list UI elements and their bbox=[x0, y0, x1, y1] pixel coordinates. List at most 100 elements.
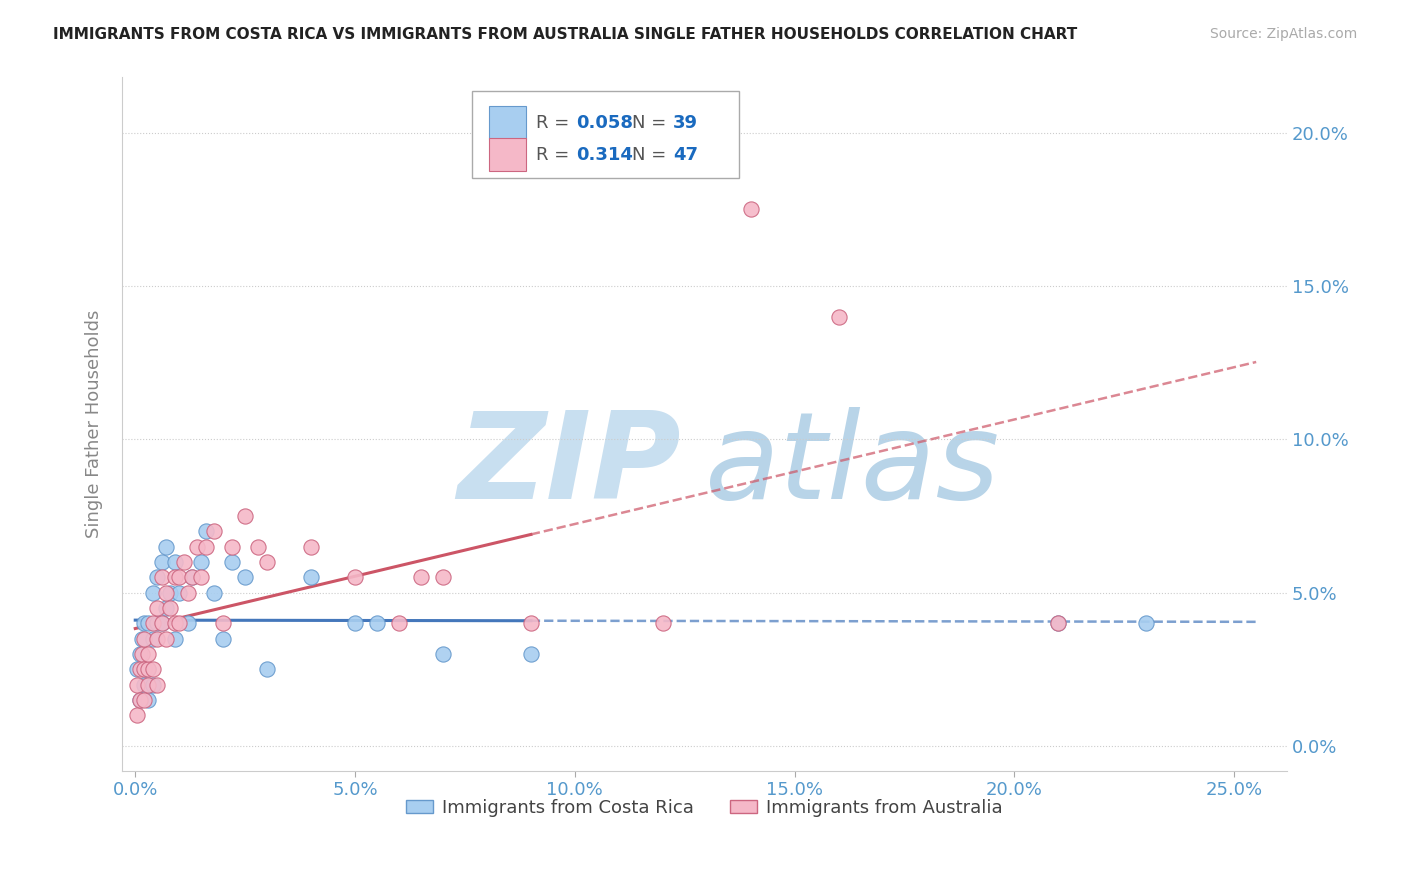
Point bbox=[138, 678, 160, 692]
Point bbox=[202, 586, 225, 600]
Point bbox=[142, 678, 165, 692]
Point bbox=[159, 601, 181, 615]
Point bbox=[146, 616, 169, 631]
Point bbox=[132, 632, 155, 646]
Text: R =: R = bbox=[536, 113, 575, 132]
Point bbox=[520, 647, 543, 661]
Point bbox=[1135, 616, 1157, 631]
Point bbox=[155, 601, 177, 615]
Text: 0.314: 0.314 bbox=[576, 145, 633, 163]
Point bbox=[142, 663, 165, 677]
Text: N =: N = bbox=[633, 145, 672, 163]
Point bbox=[233, 570, 256, 584]
Point bbox=[131, 647, 153, 661]
Point bbox=[520, 616, 543, 631]
Point bbox=[409, 570, 432, 584]
Point bbox=[146, 570, 169, 584]
Point bbox=[138, 693, 160, 707]
Point bbox=[146, 632, 169, 646]
Point bbox=[132, 678, 155, 692]
Point bbox=[181, 570, 204, 584]
Point bbox=[167, 586, 190, 600]
Point bbox=[233, 509, 256, 524]
Point bbox=[1047, 616, 1070, 631]
Point bbox=[256, 555, 278, 569]
Point bbox=[128, 647, 150, 661]
FancyBboxPatch shape bbox=[471, 91, 740, 178]
Point bbox=[344, 616, 367, 631]
Text: Source: ZipAtlas.com: Source: ZipAtlas.com bbox=[1209, 27, 1357, 41]
Point bbox=[142, 632, 165, 646]
Point bbox=[138, 663, 160, 677]
Point bbox=[150, 570, 173, 584]
Point bbox=[163, 632, 186, 646]
Point bbox=[128, 663, 150, 677]
Point bbox=[177, 586, 200, 600]
Point bbox=[388, 616, 411, 631]
Text: 47: 47 bbox=[673, 145, 697, 163]
Point bbox=[163, 616, 186, 631]
Point bbox=[202, 524, 225, 539]
Point bbox=[186, 540, 208, 554]
Point bbox=[142, 586, 165, 600]
Point bbox=[212, 632, 235, 646]
Point bbox=[128, 693, 150, 707]
Point bbox=[155, 632, 177, 646]
Point bbox=[1047, 616, 1070, 631]
Point bbox=[221, 540, 243, 554]
Point bbox=[163, 570, 186, 584]
Point bbox=[138, 663, 160, 677]
Point bbox=[132, 663, 155, 677]
Point bbox=[132, 616, 155, 631]
Point bbox=[827, 310, 849, 324]
Point bbox=[167, 616, 190, 631]
Point bbox=[155, 586, 177, 600]
Text: ZIP: ZIP bbox=[457, 407, 681, 524]
Text: N =: N = bbox=[633, 113, 672, 132]
Point bbox=[132, 663, 155, 677]
Point bbox=[163, 555, 186, 569]
Text: 0.058: 0.058 bbox=[576, 113, 633, 132]
Text: IMMIGRANTS FROM COSTA RICA VS IMMIGRANTS FROM AUSTRALIA SINGLE FATHER HOUSEHOLDS: IMMIGRANTS FROM COSTA RICA VS IMMIGRANTS… bbox=[53, 27, 1077, 42]
Legend: Immigrants from Costa Rica, Immigrants from Australia: Immigrants from Costa Rica, Immigrants f… bbox=[399, 791, 1010, 824]
Point bbox=[247, 540, 270, 554]
Text: atlas: atlas bbox=[704, 407, 1000, 524]
Point bbox=[142, 616, 165, 631]
Point bbox=[432, 570, 454, 584]
Point bbox=[221, 555, 243, 569]
Point bbox=[651, 616, 673, 631]
Point bbox=[177, 616, 200, 631]
Point bbox=[344, 570, 367, 584]
Point bbox=[131, 632, 153, 646]
Point bbox=[150, 555, 173, 569]
Point bbox=[138, 616, 160, 631]
Point bbox=[155, 540, 177, 554]
Point bbox=[299, 570, 322, 584]
Point bbox=[299, 540, 322, 554]
Point bbox=[190, 570, 212, 584]
Point bbox=[256, 663, 278, 677]
Point bbox=[366, 616, 388, 631]
Point bbox=[194, 540, 217, 554]
Point bbox=[159, 586, 181, 600]
Point bbox=[132, 693, 155, 707]
Point bbox=[138, 647, 160, 661]
Point bbox=[150, 616, 173, 631]
FancyBboxPatch shape bbox=[489, 138, 526, 171]
Point bbox=[173, 555, 195, 569]
Text: 39: 39 bbox=[673, 113, 697, 132]
Point bbox=[127, 678, 149, 692]
Point bbox=[212, 616, 235, 631]
Point bbox=[128, 693, 150, 707]
Point bbox=[146, 601, 169, 615]
Point bbox=[150, 616, 173, 631]
Point bbox=[181, 570, 204, 584]
Point bbox=[190, 555, 212, 569]
Y-axis label: Single Father Households: Single Father Households bbox=[86, 310, 103, 538]
Text: R =: R = bbox=[536, 145, 575, 163]
Point bbox=[146, 678, 169, 692]
FancyBboxPatch shape bbox=[489, 106, 526, 139]
Point bbox=[167, 570, 190, 584]
Point bbox=[125, 708, 148, 723]
Point bbox=[740, 202, 762, 217]
